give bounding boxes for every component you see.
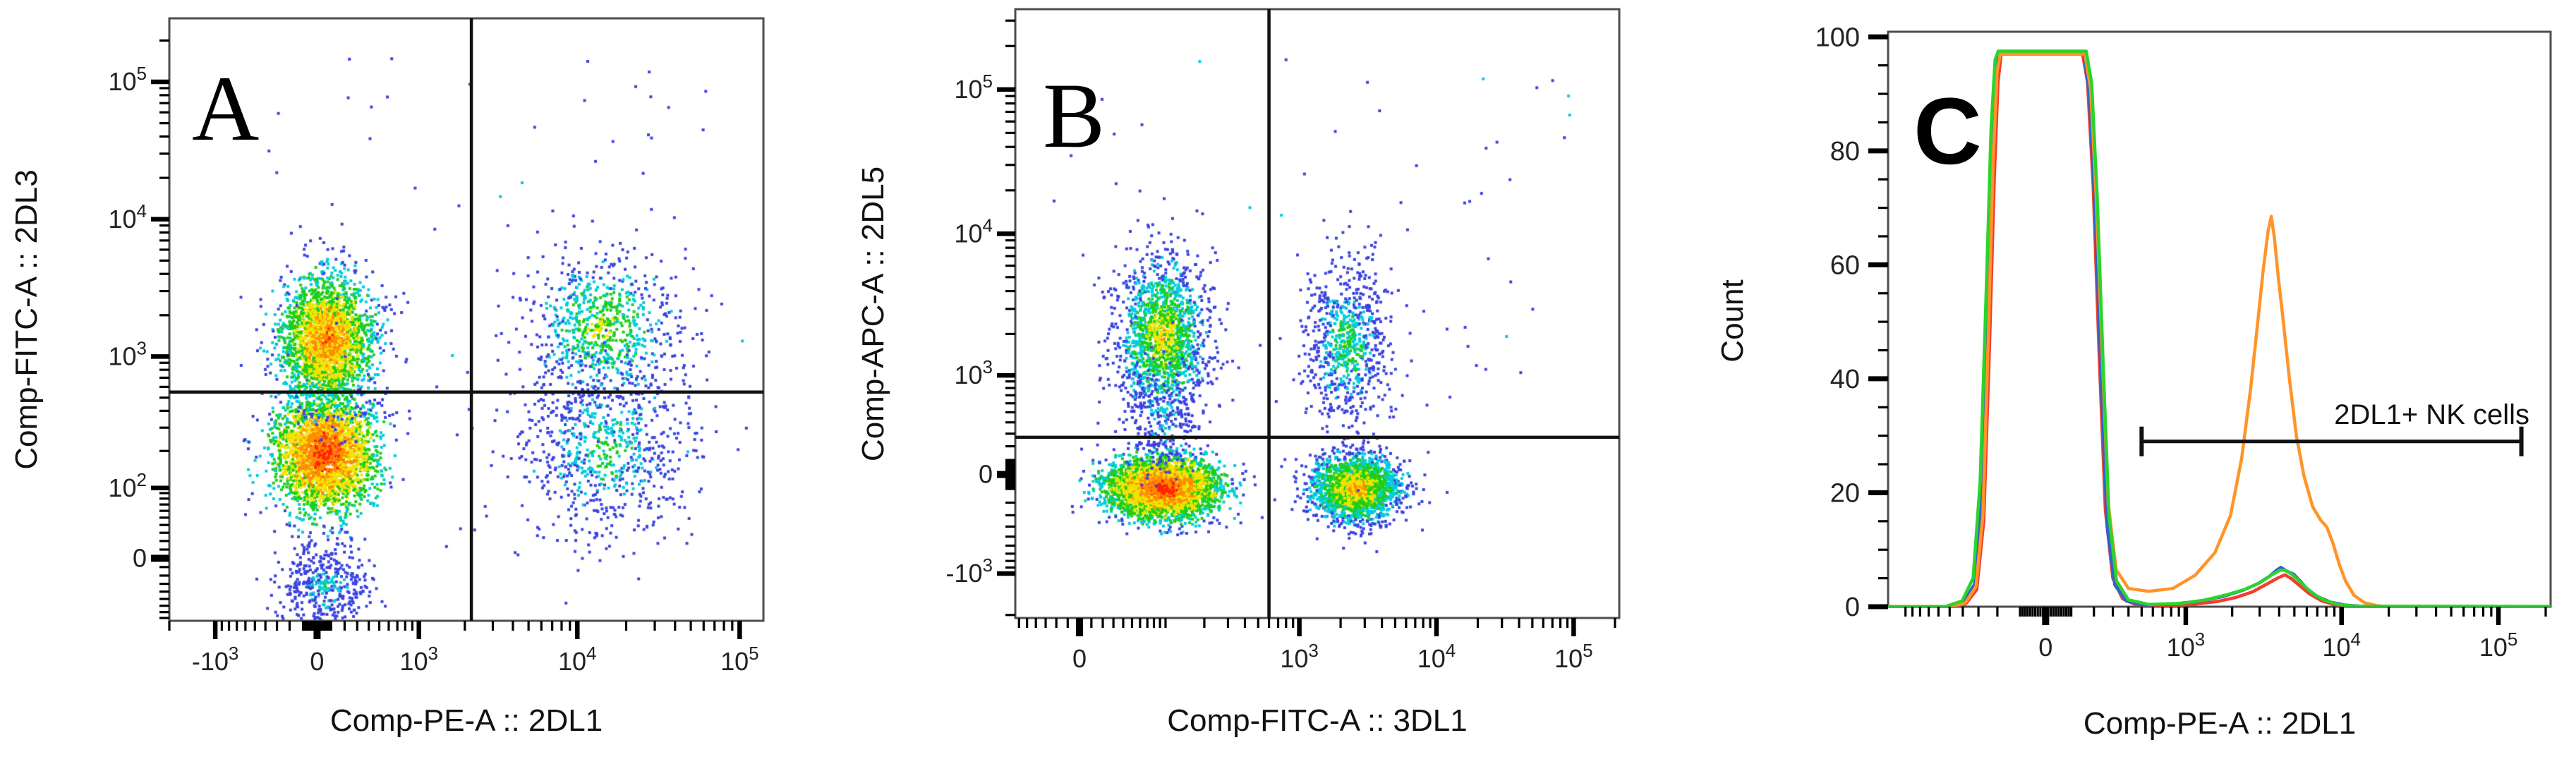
y-axis-tick-label: 105	[954, 71, 993, 104]
panel-a-y-axis-label: Comp-FITC-A :: 2DL3	[9, 169, 44, 469]
y-axis-tick-label: 104	[954, 214, 993, 248]
x-axis-tick-label: 104	[2322, 629, 2361, 662]
panel-b-x-axis-label: Comp-FITC-A :: 3DL1	[1167, 703, 1467, 738]
y-axis-tick-label: 103	[108, 337, 147, 370]
x-axis-tick-label: -103	[192, 643, 239, 676]
y-axis-tick-label: 103	[954, 356, 993, 389]
x-axis-tick-label: 105	[2479, 629, 2518, 662]
panel-b-letter: B	[1043, 63, 1105, 167]
y-axis-tick-label: 40	[1830, 365, 1860, 394]
x-axis-tick-label: 0	[2038, 633, 2052, 662]
panel-a-scatter-canvas	[169, 18, 763, 621]
histogram-curves	[1888, 49, 2551, 607]
x-axis-tick-label: 105	[1554, 640, 1593, 673]
x-axis-tick-label: 105	[720, 643, 759, 676]
x-axis-tick-label: 103	[1280, 640, 1319, 673]
x-axis-tick-label: 0	[310, 647, 324, 676]
panel-c-x-axis-label: Comp-PE-A :: 2DL1	[2084, 706, 2356, 741]
x-axis-tick-label: 104	[1417, 640, 1456, 673]
panel-b-y-axis-label: Comp-APC-A :: 2DL5	[856, 166, 890, 461]
x-axis-tick-label: 103	[399, 643, 438, 676]
panel-c-plot-box	[1887, 30, 2552, 608]
y-axis-tick-label: 0	[1845, 593, 1860, 622]
x-axis-tick-label: 104	[558, 643, 597, 676]
panel-a-letter: A	[192, 56, 259, 160]
y-axis-tick-label: 20	[1830, 478, 1860, 508]
generated-graphics: -103 0 103 104 105 0 102 103 104 105 0 103 104 105 -10…	[108, 8, 2552, 676]
y-axis-tick-label: 0	[979, 460, 993, 489]
histogram-curve-green	[1888, 49, 2551, 607]
y-axis-tick-label: 0	[133, 543, 147, 572]
x-axis-tick-label: 103	[2167, 629, 2206, 662]
panel-a-plot-box	[168, 17, 765, 622]
histogram-curve-orange	[1888, 52, 2551, 607]
y-axis-tick-label: 104	[108, 200, 147, 234]
y-axis-tick-label: -103	[946, 554, 993, 588]
y-axis-tick-label: 102	[108, 469, 147, 502]
gate-label-2dl1-nk-cells: 2DL1+ NK cells	[2334, 399, 2529, 430]
y-axis-tick-label: 105	[108, 63, 147, 96]
y-axis-tick-label: 60	[1830, 250, 1860, 280]
panel-c-letter: C	[1913, 79, 1982, 184]
panel-b-scatter-canvas	[1015, 9, 1619, 618]
panel-b-plot-box	[1014, 8, 1621, 619]
panel-c-y-axis-label: Count	[1715, 279, 1750, 362]
y-axis-tick-label: 100	[1815, 23, 1860, 52]
x-axis-tick-label: 0	[1072, 644, 1087, 673]
panel-a-x-axis-label: Comp-PE-A :: 2DL1	[330, 703, 603, 738]
y-axis-tick-label: 80	[1830, 137, 1860, 166]
